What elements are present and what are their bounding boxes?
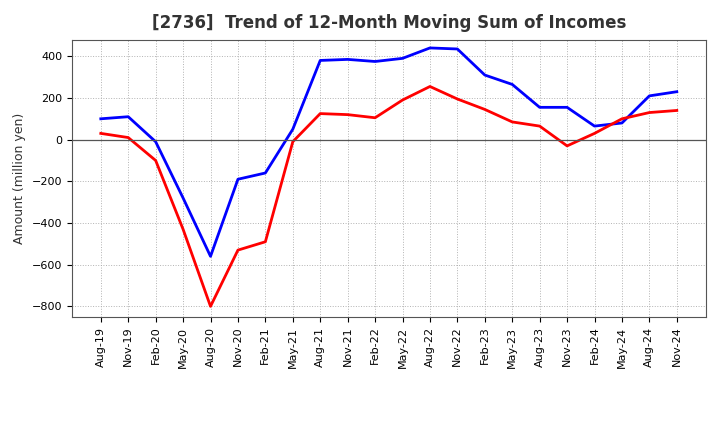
Net Income [343, 112, 352, 117]
Ordinary Income [590, 124, 599, 129]
Net Income [206, 304, 215, 309]
Net Income [151, 158, 160, 163]
Net Income [563, 143, 572, 149]
Ordinary Income [96, 116, 105, 121]
Net Income [426, 84, 434, 89]
Net Income [398, 97, 407, 103]
Net Income [590, 131, 599, 136]
Net Income [371, 115, 379, 121]
Ordinary Income [206, 254, 215, 259]
Ordinary Income [261, 170, 270, 176]
Net Income [96, 131, 105, 136]
Ordinary Income [563, 105, 572, 110]
Ordinary Income [645, 93, 654, 99]
Ordinary Income [371, 59, 379, 64]
Ordinary Income [179, 195, 187, 201]
Net Income [179, 227, 187, 232]
Net Income [289, 139, 297, 144]
Ordinary Income [453, 46, 462, 51]
Ordinary Income [316, 58, 325, 63]
Ordinary Income [343, 57, 352, 62]
Ordinary Income [536, 105, 544, 110]
Line: Ordinary Income: Ordinary Income [101, 48, 677, 257]
Ordinary Income [398, 56, 407, 61]
Net Income [536, 124, 544, 129]
Net Income [672, 108, 681, 113]
Net Income [645, 110, 654, 115]
Net Income [316, 111, 325, 116]
Net Income [618, 116, 626, 121]
Ordinary Income [672, 89, 681, 94]
Net Income [453, 96, 462, 102]
Ordinary Income [289, 127, 297, 132]
Net Income [233, 247, 242, 253]
Ordinary Income [426, 45, 434, 51]
Line: Net Income: Net Income [101, 87, 677, 306]
Ordinary Income [151, 139, 160, 144]
Ordinary Income [618, 120, 626, 125]
Title: [2736]  Trend of 12-Month Moving Sum of Incomes: [2736] Trend of 12-Month Moving Sum of I… [152, 15, 626, 33]
Ordinary Income [508, 82, 516, 87]
Ordinary Income [233, 176, 242, 182]
Ordinary Income [480, 73, 489, 78]
Y-axis label: Amount (million yen): Amount (million yen) [13, 113, 26, 244]
Net Income [261, 239, 270, 244]
Net Income [508, 119, 516, 125]
Net Income [480, 107, 489, 112]
Ordinary Income [124, 114, 132, 119]
Net Income [124, 135, 132, 140]
